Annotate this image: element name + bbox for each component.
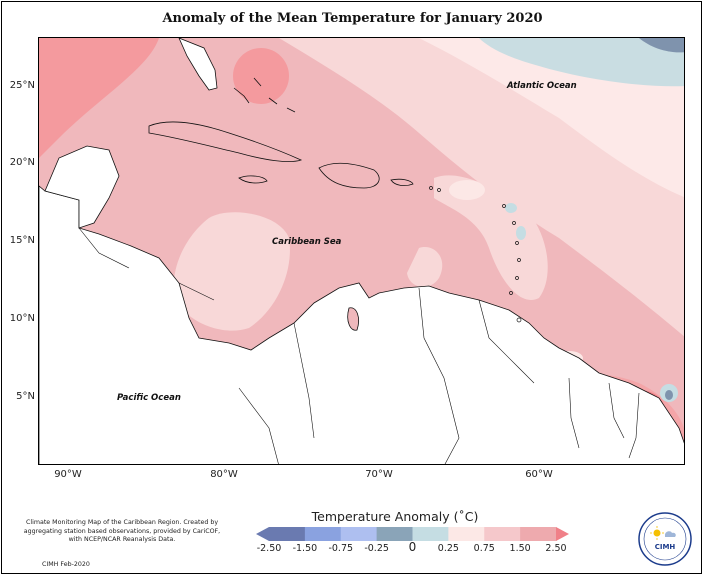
label-pacific-ocean: Pacific Ocean	[117, 393, 181, 403]
colorbar-tick-label: 0.75	[473, 543, 495, 554]
label-atlantic-ocean: Atlantic Ocean	[507, 81, 577, 91]
lon-tick-80w: 80°W	[210, 469, 238, 480]
colorbar-cell	[376, 527, 413, 541]
anomaly-field	[39, 38, 684, 464]
colorbar-extend-low	[256, 527, 269, 541]
colorbar	[256, 527, 569, 541]
logo-text: CIMH	[655, 543, 676, 551]
colorbar-cell	[269, 527, 306, 541]
colorbar-cell	[304, 527, 342, 541]
lat-tick-20n: 20°N	[9, 157, 35, 168]
credit-date: CIMH Feb-2020	[42, 561, 90, 568]
colorbar-cell	[484, 527, 521, 541]
colorbar-cell	[340, 527, 378, 541]
lat-tick-25n: 25°N	[9, 80, 35, 91]
label-caribbean-sea: Caribbean Sea	[272, 237, 342, 247]
anomaly-map: Atlantic Ocean Caribbean Sea Pacific Oce…	[38, 37, 685, 465]
colorbar-cell	[412, 527, 449, 541]
lon-tick-90w: 90°W	[54, 469, 82, 480]
lon-tick-60w: 60°W	[525, 469, 553, 480]
colorbar-extend-high	[556, 527, 569, 541]
credit-text: Climate Monitoring Map of the Caribbean …	[23, 519, 221, 544]
map-title: Anomaly of the Mean Temperature for Janu…	[162, 11, 543, 26]
colorbar-cell	[448, 527, 485, 541]
colorbar-tick-label: -1.50	[292, 543, 318, 554]
lat-tick-5n: 5°N	[16, 391, 35, 402]
colorbar-cell	[520, 527, 557, 541]
colorbar-tick-label: 0	[408, 540, 417, 554]
colorbar-tick-label: 2.50	[545, 543, 567, 554]
colorbar-tick-label: 1.50	[509, 543, 531, 554]
legend-title: Temperature Anomaly (˚C)	[311, 509, 479, 524]
lon-tick-70w: 70°W	[365, 469, 393, 480]
colorbar-tick-label: -0.25	[364, 543, 389, 554]
lat-tick-10n: 10°N	[9, 313, 35, 324]
colorbar-tick-label: 0.25	[437, 543, 459, 554]
colorbar-tick-label: -0.75	[328, 543, 354, 554]
lat-tick-15n: 15°N	[9, 235, 35, 246]
colorbar-tick-label: -2.50	[256, 543, 282, 554]
cimh-logo-icon: CIMH	[638, 512, 692, 566]
